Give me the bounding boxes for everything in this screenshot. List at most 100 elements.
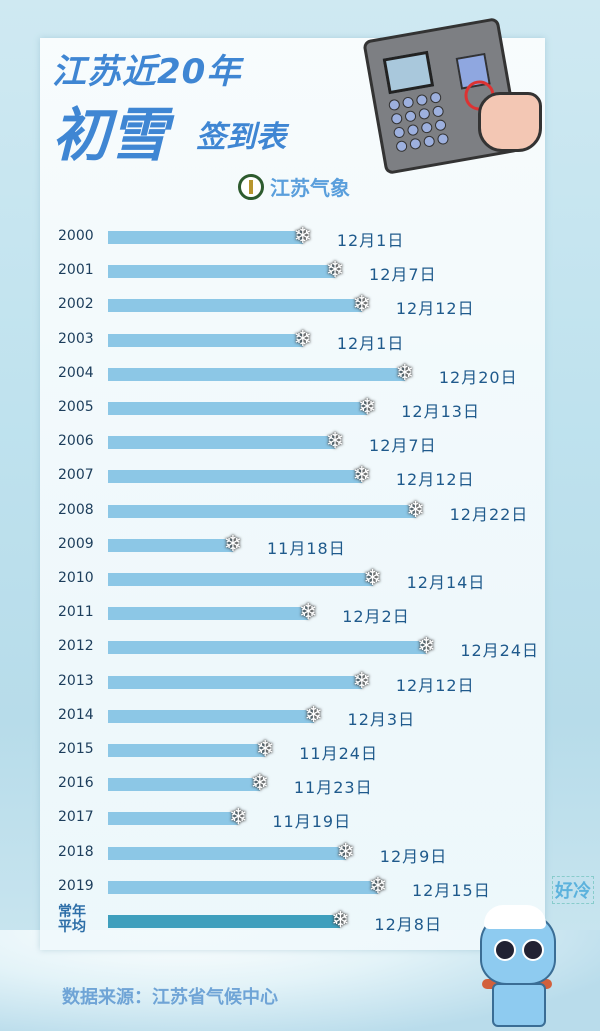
mascot-speech: 好冷 xyxy=(552,876,594,904)
year-label: 2002 xyxy=(58,296,94,313)
year-label: 2007 xyxy=(58,467,94,484)
date-label: 11月18日 xyxy=(267,538,346,558)
date-label: 12月22日 xyxy=(449,504,529,524)
keypad-key xyxy=(431,105,445,118)
snowflake-icon: ❄ xyxy=(417,634,436,660)
average-label-line: 常年 xyxy=(58,904,86,920)
year-label: 2017 xyxy=(58,809,94,826)
date-label: 12月12日 xyxy=(395,675,475,695)
year-label: 2014 xyxy=(58,706,94,723)
snowflake-icon: ❄ xyxy=(229,805,248,831)
date-label: 12月1日 xyxy=(336,231,405,250)
mascot-body xyxy=(492,983,546,1027)
snowflake-icon: ❄ xyxy=(395,360,415,386)
keypad-key xyxy=(390,112,404,126)
keypad-key xyxy=(406,123,420,137)
date-label: 12月20日 xyxy=(438,367,518,387)
snowflake-icon: ❄ xyxy=(336,839,355,865)
date-label: 12月24日 xyxy=(460,641,540,661)
date-label: 12月3日 xyxy=(347,709,416,729)
date-label: 12月15日 xyxy=(411,880,491,900)
mascot-snow-cap xyxy=(484,905,546,929)
snowflake-icon: ❄ xyxy=(325,429,345,455)
year-label: 2013 xyxy=(58,672,94,689)
year-label: 2012 xyxy=(58,638,94,655)
year-label: 2011 xyxy=(58,604,94,621)
keypad-key xyxy=(392,126,406,139)
keypad-key xyxy=(409,137,422,151)
machine-screen xyxy=(382,50,435,95)
year-label: 2008 xyxy=(58,501,94,518)
snowflake-icon: ❄ xyxy=(406,497,425,523)
date-label: 12月12日 xyxy=(395,470,475,490)
keypad-key xyxy=(434,118,447,132)
snowflake-icon: ❄ xyxy=(250,771,270,797)
snowflake-icon: ❄ xyxy=(363,566,382,591)
bar xyxy=(108,402,368,415)
bar xyxy=(108,812,239,826)
title-big: 初雪 xyxy=(52,101,169,169)
data-source: 数据来源：江苏省气候中心 xyxy=(62,987,278,1008)
year-label: 2005 xyxy=(58,399,94,415)
bar xyxy=(108,744,266,757)
keypad-key xyxy=(420,121,434,134)
bar xyxy=(108,436,336,450)
keypad-key xyxy=(417,107,431,121)
mascot-illustration xyxy=(462,905,572,1027)
bar xyxy=(108,607,309,621)
keypad-key xyxy=(429,91,443,104)
keypad-key xyxy=(401,96,415,109)
bar xyxy=(108,778,260,792)
keypad-key xyxy=(404,109,417,123)
snowflake-icon: ❄ xyxy=(304,702,323,728)
brand-name: 江苏气象 xyxy=(270,176,350,200)
year-label: 2018 xyxy=(58,843,94,860)
bar xyxy=(108,265,336,279)
date-label: 12月7日 xyxy=(369,436,437,456)
snowflake-icon: ❄ xyxy=(358,395,377,420)
year-label: 2003 xyxy=(58,330,94,347)
title-small: 签到表 xyxy=(196,120,286,155)
bar xyxy=(108,675,362,689)
keypad-key xyxy=(415,93,429,107)
keypad-key xyxy=(395,139,408,153)
chart-card xyxy=(40,38,545,950)
average-date-label: 12月8日 xyxy=(374,915,442,934)
bar xyxy=(108,299,362,313)
date-label: 11月23日 xyxy=(293,778,373,798)
snowflake-icon: ❄ xyxy=(293,326,313,352)
title-line1: 江苏近20年 xyxy=(52,52,242,92)
date-label: 12月14日 xyxy=(406,573,486,592)
average-bar xyxy=(108,915,341,928)
bar xyxy=(108,573,373,586)
bar xyxy=(108,641,427,655)
snowflake-icon: ❄ xyxy=(256,737,275,762)
weather-bureau-emblem-icon xyxy=(238,173,264,200)
bar xyxy=(108,333,303,347)
year-label: 2000 xyxy=(58,228,94,244)
keypad-key xyxy=(422,135,436,148)
snowflake-icon: ❄ xyxy=(223,531,243,557)
mascot-eye-icon xyxy=(494,939,516,961)
year-label: 2004 xyxy=(58,364,94,381)
snowflake-icon: ❄ xyxy=(352,463,372,489)
date-label: 12月9日 xyxy=(379,846,448,866)
bar xyxy=(108,880,378,894)
date-label: 12月7日 xyxy=(369,265,437,285)
snowflake-icon: ❄ xyxy=(298,600,318,626)
snowflake-icon: ❄ xyxy=(325,258,345,284)
bar xyxy=(108,367,405,381)
bar xyxy=(108,231,303,244)
keypad-key xyxy=(387,98,401,112)
brand-logo: 江苏气象 xyxy=(238,172,350,201)
year-label: 2016 xyxy=(58,775,94,792)
bar xyxy=(108,846,346,860)
snowflake-icon: ❄ xyxy=(293,224,313,249)
keypad-key xyxy=(436,132,450,146)
date-label: 12月12日 xyxy=(395,299,475,319)
year-label: 2015 xyxy=(58,741,94,757)
average-label-line: 平均 xyxy=(58,919,86,935)
year-label: 2010 xyxy=(58,570,94,586)
year-label: 2001 xyxy=(58,262,94,279)
snowflake-icon: ❄ xyxy=(352,292,372,318)
